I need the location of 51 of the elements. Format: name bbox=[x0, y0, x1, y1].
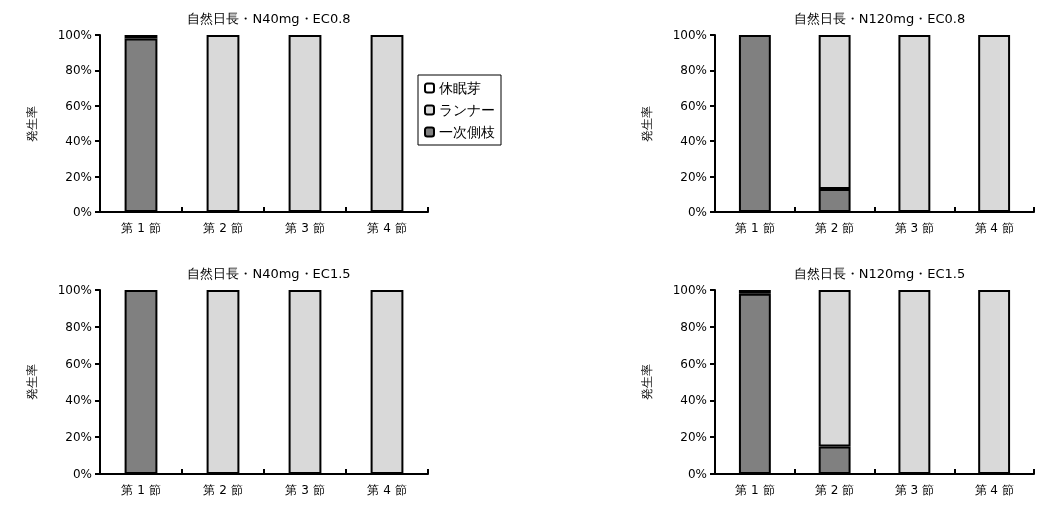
y-tick-label: 80% bbox=[680, 63, 707, 78]
legend-label: 一次側枝 bbox=[439, 124, 495, 140]
x-tick-label: 第 4 節 bbox=[367, 221, 407, 235]
chart-title: 自然日長・N40mg・EC0.8 bbox=[187, 11, 351, 26]
y-tick-label: 100% bbox=[672, 283, 707, 297]
chart-title: 自然日長・N40mg・EC1.5 bbox=[187, 266, 351, 281]
y-tick-label: 40% bbox=[680, 393, 707, 408]
x-tick-label: 第 3 節 bbox=[894, 221, 935, 235]
y-axis-title: 発生率 bbox=[25, 105, 39, 142]
x-tick-label: 第 2 節 bbox=[203, 483, 243, 497]
chart-title: 自然日長・N120mg・EC1.5 bbox=[793, 266, 966, 281]
y-axis-title: 発生率 bbox=[640, 105, 654, 142]
x-tick-label: 第 2 節 bbox=[814, 221, 855, 235]
y-tick-label: 60% bbox=[680, 98, 707, 113]
y-tick-label: 40% bbox=[65, 134, 92, 149]
x-tick-label: 第 2 節 bbox=[814, 483, 855, 497]
y-axis-title: 発生率 bbox=[25, 364, 39, 400]
x-tick-label: 第 1 節 bbox=[121, 221, 161, 235]
y-tick-label: 0% bbox=[72, 467, 92, 481]
y-tick-label: 100% bbox=[672, 28, 707, 42]
legend-label: ランナー bbox=[439, 102, 495, 118]
y-tick-label: 40% bbox=[680, 134, 707, 149]
y-tick-label: 60% bbox=[65, 98, 92, 113]
y-tick-label: 20% bbox=[680, 430, 707, 445]
y-tick-label: 80% bbox=[65, 63, 92, 78]
y-tick-label: 60% bbox=[65, 356, 92, 371]
x-tick-label: 第 1 節 bbox=[735, 483, 775, 497]
x-tick-label: 第 3 節 bbox=[285, 483, 325, 497]
y-tick-label: 40% bbox=[65, 393, 92, 408]
y-tick-label: 20% bbox=[65, 169, 92, 184]
y-tick-label: 80% bbox=[680, 319, 707, 334]
y-tick-label: 0% bbox=[72, 205, 92, 219]
y-tick-label: 20% bbox=[680, 169, 707, 184]
x-tick-label: 第 1 節 bbox=[121, 483, 161, 497]
y-tick-label: 60% bbox=[680, 356, 707, 371]
legend-label: 休眠芽 bbox=[439, 80, 481, 96]
y-tick-label: 100% bbox=[57, 283, 92, 297]
y-tick-label: 20% bbox=[65, 430, 92, 445]
chart-title: 自然日長・N120mg・EC0.8 bbox=[793, 11, 966, 26]
y-tick-label: 100% bbox=[57, 28, 92, 42]
y-tick-label: 0% bbox=[687, 205, 707, 219]
x-tick-label: 第 4 節 bbox=[974, 221, 1014, 235]
y-tick-label: 0% bbox=[687, 467, 707, 481]
x-tick-label: 第 1 節 bbox=[735, 221, 775, 235]
y-axis-title: 発生率 bbox=[640, 364, 654, 400]
x-tick-label: 第 3 節 bbox=[894, 483, 935, 497]
y-tick-label: 80% bbox=[65, 319, 92, 334]
x-tick-label: 第 4 節 bbox=[974, 483, 1014, 497]
x-tick-label: 第 4 節 bbox=[367, 483, 407, 497]
x-tick-label: 第 3 節 bbox=[285, 221, 325, 235]
x-tick-label: 第 2 節 bbox=[203, 221, 243, 235]
